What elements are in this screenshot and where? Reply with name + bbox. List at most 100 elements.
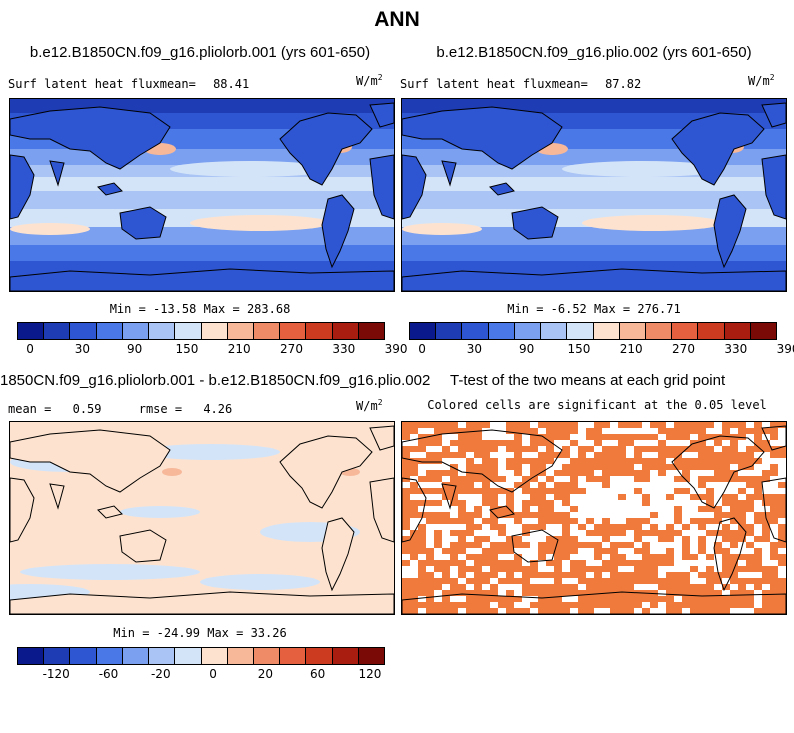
significant-cell [506, 548, 514, 554]
significant-cell [434, 500, 442, 506]
coastline [671, 112, 765, 186]
significant-cell [706, 488, 714, 494]
significant-cell [594, 584, 602, 590]
significant-cell [770, 548, 778, 554]
significant-cell [530, 446, 538, 452]
coastline [369, 425, 394, 451]
field-name: Surf latent heat fluxmean= [400, 77, 588, 91]
colorbar-swatch [593, 323, 620, 339]
significant-cell [482, 452, 490, 458]
significant-cell [610, 542, 618, 548]
colorbar-tick-label: 60 [310, 667, 326, 681]
significant-cell [674, 452, 682, 458]
significant-cell [562, 602, 570, 608]
significant-cell [578, 560, 586, 566]
colorbar-swatch [253, 323, 281, 339]
significant-cell [402, 494, 410, 500]
significant-cell [594, 596, 602, 602]
significant-cell [434, 422, 442, 428]
colorbar-swatch [488, 323, 515, 339]
colorbar-top-right [409, 322, 777, 340]
significant-cell [626, 440, 634, 446]
colorbar-tick-label: 150 [567, 342, 591, 356]
coastline [511, 206, 559, 240]
significant-cell [738, 458, 746, 464]
significant-cell [466, 566, 474, 572]
minmax-bottom-left: Min = -24.99 Max = 33.26 [113, 626, 287, 640]
significant-cell [730, 422, 738, 428]
significant-cell [482, 572, 490, 578]
colorbar-swatch [462, 323, 489, 339]
significant-cell [690, 494, 698, 500]
significant-cell [410, 470, 418, 476]
significant-cell [618, 584, 626, 590]
significant-cell [770, 578, 778, 584]
significant-cell [482, 440, 490, 446]
significant-cell [530, 500, 538, 506]
significant-cell [514, 422, 522, 428]
significant-cell [778, 554, 786, 560]
map-bottom-left [9, 421, 395, 615]
significant-cell [498, 560, 506, 566]
significant-cell [682, 578, 690, 584]
significant-cell [714, 572, 722, 578]
significant-cell [514, 518, 522, 524]
coastline [97, 182, 123, 196]
significant-cell [586, 476, 594, 482]
significant-cell [562, 536, 570, 542]
significant-cell [666, 584, 674, 590]
significant-cell [514, 566, 522, 572]
significant-cell [618, 560, 626, 566]
colorbar-swatch [724, 323, 751, 339]
significant-cell [514, 434, 522, 440]
significant-cell [770, 506, 778, 512]
significant-cell [410, 554, 418, 560]
coastline [761, 102, 786, 128]
significant-cell [466, 608, 474, 614]
significant-cell [658, 464, 666, 470]
significant-cell [402, 536, 410, 542]
significant-cell [770, 566, 778, 572]
significant-cell [474, 560, 482, 566]
significant-cell [770, 428, 778, 434]
significant-cell [450, 584, 458, 590]
significant-cell [522, 566, 530, 572]
significant-cell [538, 506, 546, 512]
significant-cell [530, 590, 538, 596]
significant-cell [618, 470, 626, 476]
significant-cell [570, 542, 578, 548]
significant-cell [466, 428, 474, 434]
colorbar-swatch [253, 648, 281, 664]
significant-cell [474, 536, 482, 542]
significant-cell [698, 506, 706, 512]
colorbar-tick-label: 210 [619, 342, 643, 356]
colorbar-swatch [70, 648, 97, 664]
significant-cell [570, 548, 578, 554]
significant-cell [658, 536, 666, 542]
significant-cell [426, 602, 434, 608]
significant-cell [706, 476, 714, 482]
significant-cell [722, 536, 730, 542]
significant-cell [738, 500, 746, 506]
significant-cell [410, 506, 418, 512]
significant-cell [522, 608, 530, 614]
colorbar-swatch [175, 648, 202, 664]
significant-cell [698, 434, 706, 440]
significant-cell [450, 452, 458, 458]
significant-cell [474, 572, 482, 578]
significant-cell [594, 572, 602, 578]
colorbar-tick-label: 30 [466, 342, 482, 356]
significant-cell [666, 524, 674, 530]
significant-cell [610, 602, 618, 608]
significant-cell [538, 548, 546, 554]
significant-cell [546, 596, 554, 602]
significant-cell [474, 596, 482, 602]
coastline [402, 477, 427, 543]
significant-cell [546, 506, 554, 512]
significant-cell [426, 608, 434, 614]
significant-cell [466, 524, 474, 530]
significant-cell [402, 422, 410, 428]
significant-cell [602, 470, 610, 476]
coastline [279, 435, 373, 509]
significant-cell [490, 608, 498, 614]
